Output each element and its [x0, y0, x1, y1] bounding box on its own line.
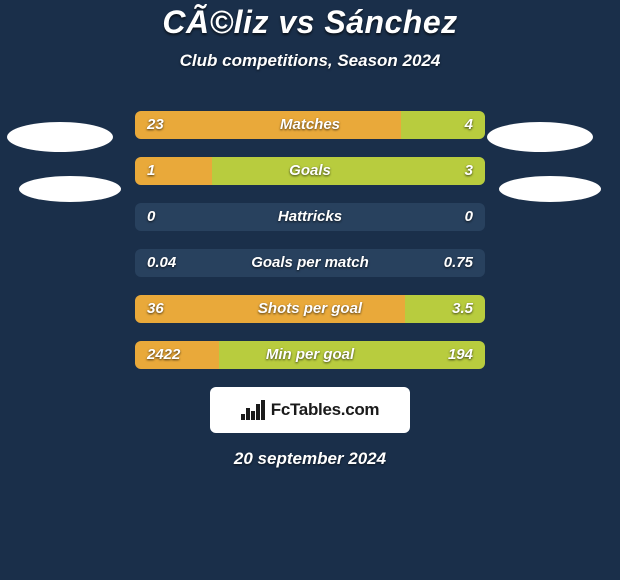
stat-row: 00Hattricks	[135, 203, 485, 231]
stat-value-left: 36	[135, 295, 176, 323]
stat-value-right: 194	[436, 341, 485, 369]
stat-row: 363.5Shots per goal	[135, 295, 485, 323]
stat-bar-track	[135, 111, 485, 139]
stat-row: 234Matches	[135, 111, 485, 139]
fctables-text: FcTables.com	[271, 400, 380, 420]
page-title: CÃ©liz vs Sánchez	[0, 4, 620, 41]
stat-value-right: 0.75	[432, 249, 485, 277]
stat-bar-track	[135, 203, 485, 231]
stat-value-left: 0.04	[135, 249, 188, 277]
stat-bar-track	[135, 295, 485, 323]
stat-value-left: 1	[135, 157, 167, 185]
stat-value-left: 2422	[135, 341, 192, 369]
stat-row: 0.040.75Goals per match	[135, 249, 485, 277]
comparison-card: CÃ©liz vs Sánchez Club competitions, Sea…	[0, 0, 620, 580]
stat-bar-right	[212, 157, 485, 185]
fctables-icon	[241, 400, 265, 420]
stat-bar-track	[135, 157, 485, 185]
subtitle: Club competitions, Season 2024	[0, 51, 620, 71]
stat-value-right: 3	[453, 157, 485, 185]
fctables-badge: FcTables.com	[210, 387, 410, 433]
stat-row: 13Goals	[135, 157, 485, 185]
stat-value-left: 23	[135, 111, 176, 139]
stat-value-right: 4	[453, 111, 485, 139]
date-label: 20 september 2024	[0, 449, 620, 469]
stat-value-right: 3.5	[440, 295, 485, 323]
stat-value-right: 0	[453, 203, 485, 231]
stats-rows: 234Matches13Goals00Hattricks0.040.75Goal…	[0, 111, 620, 369]
stat-value-left: 0	[135, 203, 167, 231]
stat-row: 2422194Min per goal	[135, 341, 485, 369]
